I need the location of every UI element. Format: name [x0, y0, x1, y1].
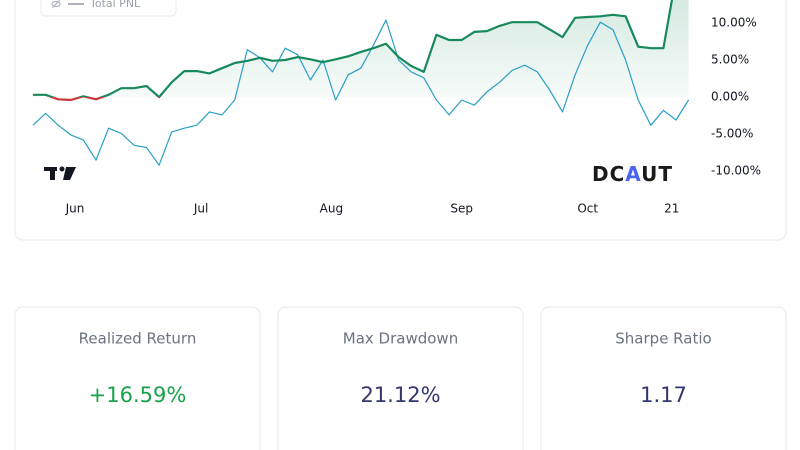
watermark-part: DC	[592, 162, 625, 186]
stat-label: Sharpe Ratio	[615, 330, 711, 348]
stat-value: 21.12%	[360, 383, 440, 407]
series-line	[32, 19, 690, 166]
y-tick-label: -10.00%	[711, 164, 761, 178]
area-fill	[33, 0, 689, 100]
x-tick-label: Aug	[320, 202, 343, 216]
legend-label[interactable]: Total PNL	[89, 0, 141, 10]
tv-logo	[44, 166, 76, 180]
series-line	[33, 0, 674, 102]
axes: 10.00% 5.00% 0.00% -5.00% -10.00% Jun Jul Aug Se…	[65, 15, 761, 215]
stats-row: Realized Return +16.59% Max Drawdown 21.12%…	[14, 306, 787, 450]
watermark: DCAUT	[592, 162, 673, 186]
stat-label: Max Drawdown	[343, 330, 458, 348]
watermark-part: UT	[641, 162, 673, 186]
stat-value: 1.17	[640, 383, 687, 407]
stat-card	[540, 306, 787, 450]
legend-hide-icon[interactable]	[51, 0, 61, 9]
x-tick-label: Oct	[577, 202, 598, 216]
y-tick-label: 0.00%	[711, 90, 749, 104]
stat-card	[277, 306, 524, 450]
plot-area	[32, 0, 690, 166]
x-tick-label: Sep	[450, 202, 473, 216]
stat-card	[14, 306, 261, 450]
watermark-part: A	[625, 162, 641, 186]
stat-value: +16.59%	[89, 383, 187, 407]
y-tick-label: 10.00%	[711, 15, 757, 29]
stat-label: Realized Return	[79, 330, 197, 348]
x-tick-label: 21	[664, 202, 679, 216]
x-tick-label: Jun	[65, 202, 85, 216]
y-tick-label: 5.00%	[711, 53, 749, 67]
x-tick-label: Jul	[193, 202, 208, 216]
y-tick-label: -5.00%	[711, 127, 753, 141]
